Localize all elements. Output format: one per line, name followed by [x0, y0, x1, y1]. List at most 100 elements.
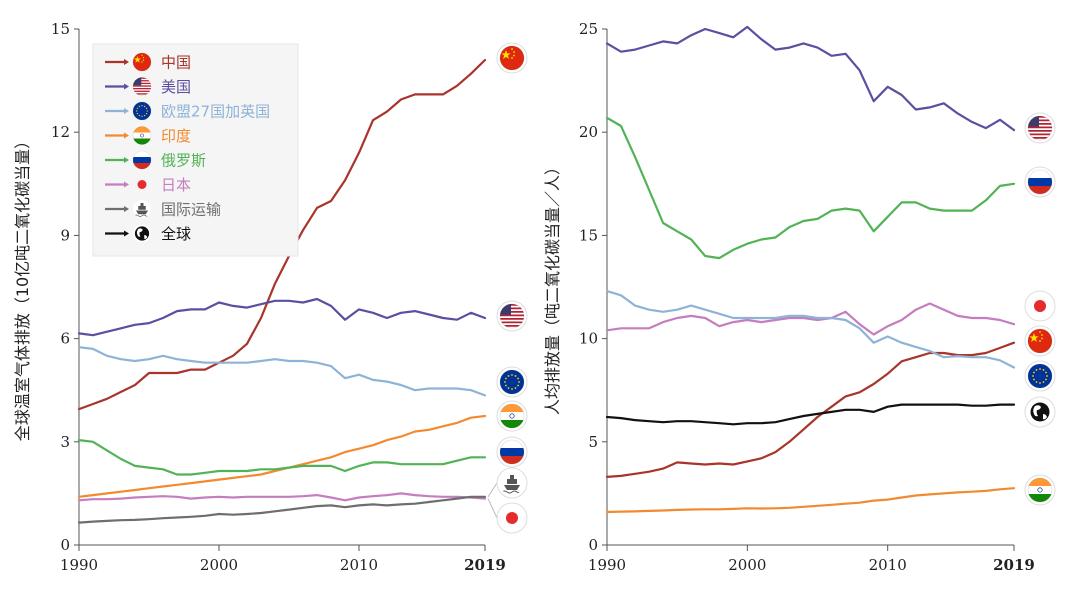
- y-tick-label: 10: [579, 330, 598, 348]
- russia-flag-icon: [499, 439, 525, 465]
- series-lines: [77, 58, 487, 524]
- legend-label: 日本: [161, 176, 191, 194]
- y-axis-label: 人均排放量（吨二氧化碳当量／人）: [543, 159, 562, 415]
- total-emissions-chart: 0 3 6 9 12 15 1990 2000 2010 2019 全球温室气体排放（10亿吨二氧化…: [13, 20, 528, 574]
- legend-label: 欧盟27国加英国: [161, 103, 270, 121]
- y-tick-label: 0: [60, 536, 70, 554]
- eu-flag-icon: [499, 369, 525, 395]
- ship-icon: [133, 200, 151, 218]
- series-line-russia-flag: [77, 439, 487, 476]
- ship-end-badge: [496, 467, 528, 499]
- badge-leader-line: [487, 482, 498, 498]
- india-flag-icon: [1027, 477, 1053, 503]
- series-line-china-flag: [605, 341, 1016, 478]
- china-flag-icon: [132, 52, 152, 72]
- globe-icon: [133, 224, 151, 243]
- legend-swatch-arrow: [124, 230, 129, 237]
- japan-flag-end-badge: [1024, 290, 1056, 322]
- y-tick-label: 9: [60, 226, 70, 244]
- eu-flag-icon: [1027, 363, 1053, 389]
- series-lines: [605, 25, 1016, 514]
- china-flag-icon: [1027, 328, 1053, 354]
- legend-label: 中国: [161, 54, 191, 72]
- globe-icon: [1028, 400, 1052, 424]
- badge-leader-line: [487, 498, 498, 519]
- china-flag-icon: [499, 45, 525, 71]
- y-tick-label: 6: [60, 330, 70, 348]
- legend-label: 国际运输: [161, 201, 221, 219]
- series-line-japan-flag: [605, 302, 1016, 336]
- china-flag-end-badge: [496, 42, 528, 74]
- y-axis: 0 5 10 15 20 25: [579, 20, 608, 554]
- x-tick-label: 1990: [588, 556, 626, 574]
- eu-flag-end-badge: [496, 366, 528, 398]
- legend-item: 日本: [105, 176, 191, 194]
- series-line-usa-flag: [77, 297, 487, 337]
- series-line-usa-flag: [605, 25, 1016, 132]
- india-flag-icon: [132, 126, 152, 145]
- legend-label: 印度: [161, 127, 191, 145]
- globe-end-badge: [1024, 396, 1056, 428]
- eu-flag-end-badge: [1024, 360, 1056, 392]
- x-tick-label: 1990: [60, 556, 98, 574]
- x-tick-label: 2019: [464, 556, 506, 574]
- usa-flag-icon: [132, 77, 152, 96]
- end-badges: [487, 42, 528, 534]
- japan-flag-icon: [506, 512, 518, 524]
- russia-flag-icon: [1027, 169, 1053, 195]
- x-tick-label: 2019: [993, 556, 1035, 574]
- legend-label: 全球: [161, 225, 191, 243]
- x-tick-label: 2000: [728, 556, 766, 574]
- legend-swatch-arrow: [124, 181, 129, 188]
- series-line-globe: [605, 403, 1016, 426]
- y-tick-label: 5: [588, 433, 598, 451]
- japan-flag-icon: [1034, 300, 1046, 312]
- legend-item: 印度: [105, 126, 191, 145]
- y-tick-label: 20: [579, 123, 598, 141]
- series-line-china-flag: [77, 58, 487, 411]
- series-line-india-flag: [605, 487, 1016, 514]
- y-tick-label: 12: [51, 123, 70, 141]
- y-tick-label: 15: [579, 226, 598, 244]
- y-tick-label: 3: [60, 433, 70, 451]
- china-flag-end-badge: [1024, 325, 1056, 357]
- india-flag-icon: [499, 403, 525, 429]
- series-line-russia-flag: [605, 116, 1016, 260]
- usa-flag-end-badge: [496, 300, 528, 332]
- india-flag-end-badge: [1024, 474, 1056, 506]
- eu-flag-icon: [132, 101, 152, 121]
- legend-item: 美国: [105, 77, 191, 96]
- japan-flag-end-badge: [496, 502, 528, 534]
- y-axis: 0 3 6 9 12 15: [51, 20, 80, 554]
- usa-flag-icon: [1027, 115, 1053, 141]
- usa-flag-end-badge: [1024, 112, 1056, 144]
- legend-item: 全球: [105, 224, 191, 243]
- legend-swatch-arrow: [124, 206, 129, 212]
- legend-label: 俄罗斯: [161, 152, 206, 170]
- series-line-ship: [77, 495, 487, 524]
- y-tick-label: 15: [51, 20, 70, 38]
- x-tick-label: 2010: [340, 556, 378, 574]
- legend-swatch-arrow: [124, 132, 129, 139]
- series-line-eu-flag: [605, 290, 1016, 369]
- per-capita-emissions-chart: 0 5 10 15 20 25 1990 2000 2010 2019 人均排放量（吨二氧化碳当量／…: [543, 20, 1056, 574]
- x-tick-label: 2010: [869, 556, 907, 574]
- x-tick-label: 2000: [200, 556, 238, 574]
- legend-swatch-arrow: [124, 59, 129, 65]
- y-tick-label: 25: [579, 20, 598, 38]
- japan-flag-icon: [137, 180, 147, 189]
- legend-item: 国际运输: [105, 200, 221, 219]
- usa-flag-icon: [499, 303, 525, 329]
- russia-flag-end-badge: [1024, 166, 1056, 198]
- x-axis: 1990 2000 2010 2019: [60, 544, 506, 574]
- legend-item: 中国: [105, 52, 191, 72]
- india-flag-end-badge: [496, 400, 528, 432]
- legend-swatch-arrow: [124, 108, 129, 114]
- ship-icon: [500, 471, 524, 495]
- legend-label: 美国: [161, 78, 191, 96]
- legend-swatch-arrow: [124, 157, 129, 163]
- y-tick-label: 0: [588, 536, 598, 554]
- series-line-india-flag: [77, 414, 487, 498]
